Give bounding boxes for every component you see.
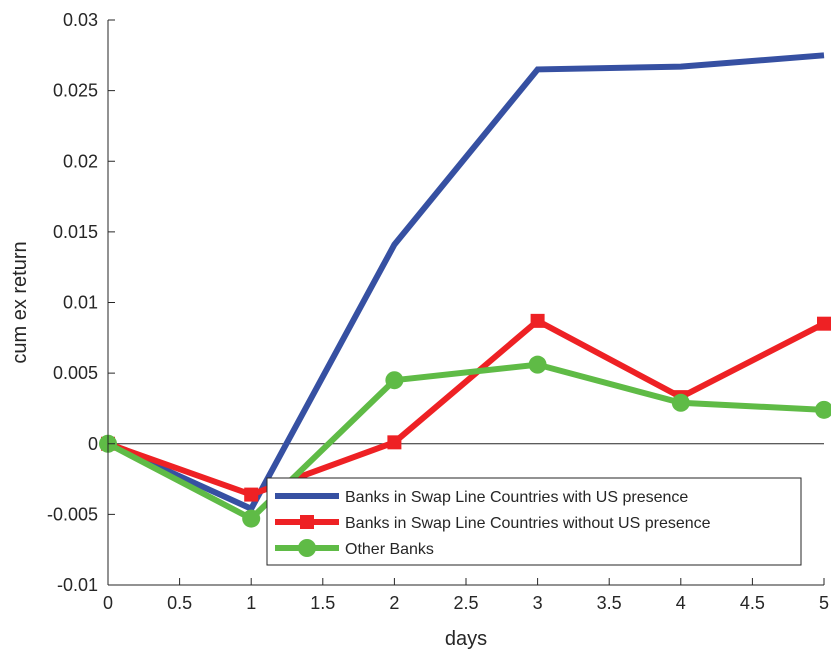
data-point [385, 371, 404, 390]
data-point [815, 400, 831, 419]
y-tick-label: 0.01 [63, 293, 98, 313]
legend-item: Other Banks [275, 539, 434, 558]
data-point [671, 393, 690, 412]
data-point [244, 487, 259, 502]
y-tick-label: 0.015 [53, 222, 98, 242]
legend-item: Banks in Swap Line Countries without US … [275, 515, 711, 532]
legend-label: Banks in Swap Line Countries without US … [345, 515, 711, 532]
x-tick-label: 4 [676, 593, 686, 613]
series-layer [99, 52, 831, 528]
x-tick-label: 4.5 [740, 593, 765, 613]
legend: Banks in Swap Line Countries with US pre… [266, 477, 802, 566]
plot-area: 0 0.5 1 1.5 2 2.5 3 3.5 4 4.5 5 -0.01 -0.005 0 0.005 0.… [47, 10, 831, 613]
x-tick-label: 1.5 [310, 593, 335, 613]
y-axis-label: cum ex return [9, 241, 31, 363]
x-tick-label: 1 [246, 593, 256, 613]
legend-label: Other Banks [345, 541, 434, 558]
legend-marker [300, 515, 314, 529]
legend-marker [298, 539, 316, 557]
y-tick-label: 0.005 [53, 363, 98, 383]
y-tick-label: 0.025 [53, 81, 98, 101]
x-axis-label: days [445, 628, 487, 650]
y-tick-label: 0.02 [63, 151, 98, 171]
data-point [530, 313, 545, 328]
x-tick-label: 3.5 [597, 593, 622, 613]
legend-label: Banks in Swap Line Countries with US pre… [345, 489, 688, 506]
data-point [528, 355, 547, 374]
x-tick-label: 2 [389, 593, 399, 613]
y-tick-label: -0.01 [57, 575, 98, 595]
y-tick-label: 0.03 [63, 10, 98, 30]
x-tick-label: 0 [103, 593, 113, 613]
data-point [242, 509, 261, 528]
y-tick-label: -0.005 [47, 504, 98, 524]
x-tick-label: 0.5 [167, 593, 192, 613]
x-tick-label: 5 [819, 593, 829, 613]
legend-box [266, 477, 802, 566]
data-point [817, 316, 831, 331]
x-tick-label: 3 [533, 593, 543, 613]
legend-item: Banks in Swap Line Countries with US pre… [275, 489, 688, 506]
ticks: 0 0.5 1 1.5 2 2.5 3 3.5 4 4.5 5 -0.01 -0.005 0 0.005 0.… [47, 10, 829, 613]
data-point [387, 435, 402, 450]
series-line [106, 52, 825, 513]
y-tick-label: 0 [88, 434, 98, 454]
series-line [106, 317, 826, 498]
series-line [106, 361, 825, 523]
x-tick-label: 2.5 [453, 593, 478, 613]
series-1 [106, 52, 825, 513]
series-3 [99, 355, 831, 528]
